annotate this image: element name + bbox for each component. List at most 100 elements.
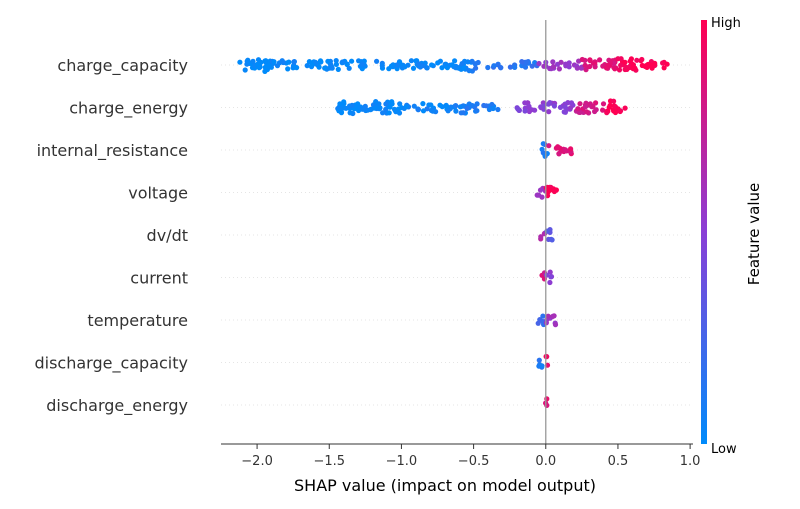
shap-point xyxy=(529,63,535,69)
shap-point xyxy=(579,56,585,63)
feature-row-internal-resistance xyxy=(539,141,574,159)
shap-point xyxy=(325,58,331,64)
x-axis-ticks: −2.0 −1.5 −1.0 −0.5 0.0 0.5 1.0 xyxy=(241,444,700,469)
shap-point xyxy=(474,108,480,114)
shap-point xyxy=(551,313,557,319)
shap-point xyxy=(615,56,621,62)
shap-point xyxy=(536,60,542,67)
colorbar-low-label: Low xyxy=(711,442,737,457)
point-segment xyxy=(615,105,628,115)
point-segment xyxy=(573,100,607,116)
shap-point xyxy=(544,396,550,402)
shap-point xyxy=(386,110,392,116)
shap-point xyxy=(245,57,251,63)
feature-row-temperature xyxy=(535,313,559,328)
shap-point xyxy=(664,61,670,67)
shap-point xyxy=(242,67,248,73)
shap-point xyxy=(333,61,339,67)
shap-point xyxy=(611,98,617,104)
shap-point xyxy=(445,108,451,114)
shap-point xyxy=(333,58,339,64)
shap-point xyxy=(556,66,563,72)
shap-point xyxy=(551,188,558,195)
shap-point xyxy=(542,153,548,159)
shap-point xyxy=(322,65,328,71)
shap-point xyxy=(600,101,607,107)
shap-point xyxy=(449,62,455,68)
shap-point xyxy=(593,100,599,106)
shap-point xyxy=(437,102,443,108)
shap-point xyxy=(652,60,658,66)
shap-point xyxy=(495,106,501,113)
shap-point xyxy=(486,106,492,113)
shap-point xyxy=(485,64,491,71)
shap-point xyxy=(556,151,562,157)
shap-point xyxy=(318,59,324,65)
shap-point xyxy=(411,103,417,109)
shap-point xyxy=(459,61,465,67)
shap-point xyxy=(408,58,414,64)
shap-point xyxy=(346,65,352,71)
shap-point xyxy=(491,63,497,69)
shap-point xyxy=(262,64,268,70)
shap-point xyxy=(458,110,464,116)
shap-point xyxy=(472,61,478,67)
shap-point xyxy=(592,108,598,115)
shap-point xyxy=(562,104,568,110)
point-segment xyxy=(514,100,576,115)
shap-point xyxy=(328,62,334,68)
shap-point xyxy=(263,59,269,66)
shap-point xyxy=(546,109,552,115)
point-segment xyxy=(464,101,501,114)
x-axis-title: SHAP value (impact on model output) xyxy=(294,476,596,495)
feature-label-voltage: voltage xyxy=(128,184,188,203)
shap-point xyxy=(632,65,638,71)
shap-point xyxy=(286,59,292,65)
shap-point xyxy=(464,105,470,111)
feature-label-internal-resistance: internal_resistance xyxy=(37,141,188,161)
shap-point xyxy=(532,107,538,113)
shap-point xyxy=(415,61,422,67)
shap-point xyxy=(393,109,399,115)
colorbar-title: Feature value xyxy=(745,183,763,285)
shap-point xyxy=(551,103,558,109)
shap-point xyxy=(359,61,365,67)
shap-point xyxy=(444,65,450,71)
shap-point xyxy=(536,357,542,363)
shap-point xyxy=(639,56,645,63)
shap-point xyxy=(548,274,554,280)
feature-row-voltage xyxy=(534,184,560,200)
shap-point xyxy=(661,65,667,71)
shap-point xyxy=(617,108,623,115)
shap-point xyxy=(444,103,450,109)
shap-point xyxy=(380,110,386,116)
shap-point xyxy=(338,110,345,116)
feature-label-discharge-capacity: discharge_capacity xyxy=(34,354,188,374)
shap-point xyxy=(489,101,495,108)
shap-point xyxy=(618,62,624,68)
shap-point xyxy=(457,104,463,110)
shap-point xyxy=(456,65,462,71)
shap-point xyxy=(550,59,556,65)
shap-point xyxy=(642,63,648,69)
shap-point xyxy=(415,106,421,113)
shap-point xyxy=(574,65,580,71)
shap-point xyxy=(562,109,569,115)
shap-point xyxy=(525,104,531,110)
shap-point xyxy=(539,194,545,200)
shap-point xyxy=(552,322,559,328)
shap-point xyxy=(522,100,528,106)
point-segment xyxy=(536,357,545,370)
shap-point xyxy=(540,313,546,319)
x-tick-label: 0.5 xyxy=(608,454,629,469)
shap-point xyxy=(448,104,454,110)
shap-point xyxy=(347,103,353,109)
shap-point xyxy=(383,101,389,107)
point-segment xyxy=(335,99,403,117)
shap-point xyxy=(452,58,458,64)
shap-point xyxy=(347,110,353,116)
feature-label-dv-dt: dv/dt xyxy=(147,226,188,245)
shap-point xyxy=(537,187,544,193)
shap-point xyxy=(469,103,475,109)
